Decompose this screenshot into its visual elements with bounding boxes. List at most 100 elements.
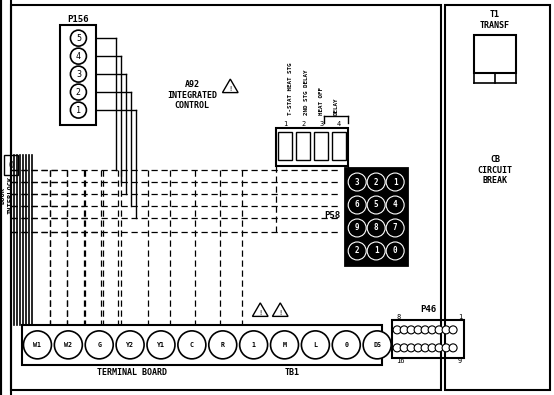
Bar [1, 0, 12, 395]
Text: DS: DS [373, 342, 381, 348]
Circle shape [435, 326, 443, 334]
Text: 2ND STG DELAY: 2ND STG DELAY [304, 70, 309, 115]
Text: T1
TRANSF: T1 TRANSF [480, 10, 510, 30]
Text: 16: 16 [396, 358, 404, 364]
Circle shape [435, 344, 443, 352]
Circle shape [367, 196, 385, 214]
Bar [60, 25, 96, 125]
Circle shape [414, 344, 422, 352]
Text: 1: 1 [283, 121, 288, 127]
Text: 5: 5 [76, 34, 81, 43]
Bar [23, 325, 382, 365]
Text: 3: 3 [319, 121, 324, 127]
Circle shape [147, 331, 175, 359]
Circle shape [209, 331, 237, 359]
Circle shape [301, 331, 330, 359]
Text: !: ! [278, 310, 283, 316]
Text: 2: 2 [374, 177, 378, 186]
Text: TERMINAL BOARD: TERMINAL BOARD [98, 369, 167, 377]
Circle shape [70, 66, 86, 82]
Text: W2: W2 [64, 342, 73, 348]
Text: 6: 6 [355, 201, 360, 209]
Text: !: ! [228, 86, 233, 92]
Text: 2: 2 [301, 121, 305, 127]
Bar [276, 128, 348, 166]
Bar [345, 168, 407, 265]
Bar [4, 155, 18, 175]
Circle shape [367, 219, 385, 237]
Circle shape [400, 326, 408, 334]
Circle shape [386, 173, 404, 191]
Text: DOOR
INTERLOCK: DOOR INTERLOCK [0, 176, 13, 214]
Circle shape [449, 326, 457, 334]
Text: 9: 9 [355, 224, 360, 233]
Circle shape [85, 331, 113, 359]
Text: TB1: TB1 [285, 369, 300, 377]
Text: 9: 9 [458, 358, 462, 364]
Circle shape [367, 173, 385, 191]
Text: 4: 4 [337, 121, 341, 127]
Circle shape [442, 326, 450, 334]
Circle shape [70, 84, 86, 100]
Circle shape [348, 173, 366, 191]
Text: 4: 4 [76, 52, 81, 60]
Text: C: C [190, 342, 194, 348]
Text: T-STAT HEAT STG: T-STAT HEAT STG [288, 62, 293, 115]
Text: R: R [220, 342, 225, 348]
Text: 3: 3 [355, 177, 360, 186]
Circle shape [70, 102, 86, 118]
Text: 3: 3 [76, 70, 81, 79]
Circle shape [54, 331, 83, 359]
Circle shape [421, 326, 429, 334]
Circle shape [348, 219, 366, 237]
Text: 0: 0 [393, 246, 397, 256]
Text: 1: 1 [252, 342, 255, 348]
Text: HEAT OFF: HEAT OFF [319, 87, 324, 115]
Circle shape [449, 344, 457, 352]
Bar [278, 132, 292, 160]
Circle shape [348, 196, 366, 214]
Text: 1: 1 [393, 177, 397, 186]
Text: 2: 2 [355, 246, 360, 256]
Text: P156: P156 [68, 15, 89, 24]
Circle shape [23, 331, 52, 359]
Text: 8: 8 [396, 314, 401, 320]
Circle shape [421, 344, 429, 352]
Text: O: O [9, 160, 14, 169]
Text: G: G [97, 342, 101, 348]
Circle shape [367, 242, 385, 260]
Text: 2: 2 [76, 88, 81, 97]
Circle shape [386, 219, 404, 237]
Bar [314, 132, 328, 160]
Bar [12, 5, 441, 390]
Text: 4: 4 [393, 201, 397, 209]
Bar [296, 132, 310, 160]
Bar [332, 132, 346, 160]
Bar [474, 35, 516, 73]
Circle shape [393, 326, 401, 334]
Text: 1: 1 [76, 105, 81, 115]
Text: 1: 1 [374, 246, 378, 256]
Bar [392, 320, 464, 358]
Text: 1: 1 [458, 314, 462, 320]
Text: P58: P58 [324, 211, 340, 220]
Circle shape [386, 242, 404, 260]
Bar [445, 5, 550, 390]
Circle shape [400, 344, 408, 352]
Text: A92
INTEGRATED
CONTROL: A92 INTEGRATED CONTROL [167, 80, 217, 110]
Text: L: L [314, 342, 317, 348]
Text: !: ! [258, 310, 263, 316]
Circle shape [407, 344, 415, 352]
Text: DELAY: DELAY [334, 98, 338, 115]
Text: Y2: Y2 [126, 342, 134, 348]
Circle shape [386, 196, 404, 214]
Circle shape [407, 326, 415, 334]
Circle shape [428, 344, 436, 352]
Text: 7: 7 [393, 224, 397, 233]
Circle shape [428, 326, 436, 334]
Circle shape [442, 344, 450, 352]
Circle shape [270, 331, 299, 359]
Text: W1: W1 [33, 342, 42, 348]
Circle shape [332, 331, 360, 359]
Text: P46: P46 [420, 305, 436, 314]
